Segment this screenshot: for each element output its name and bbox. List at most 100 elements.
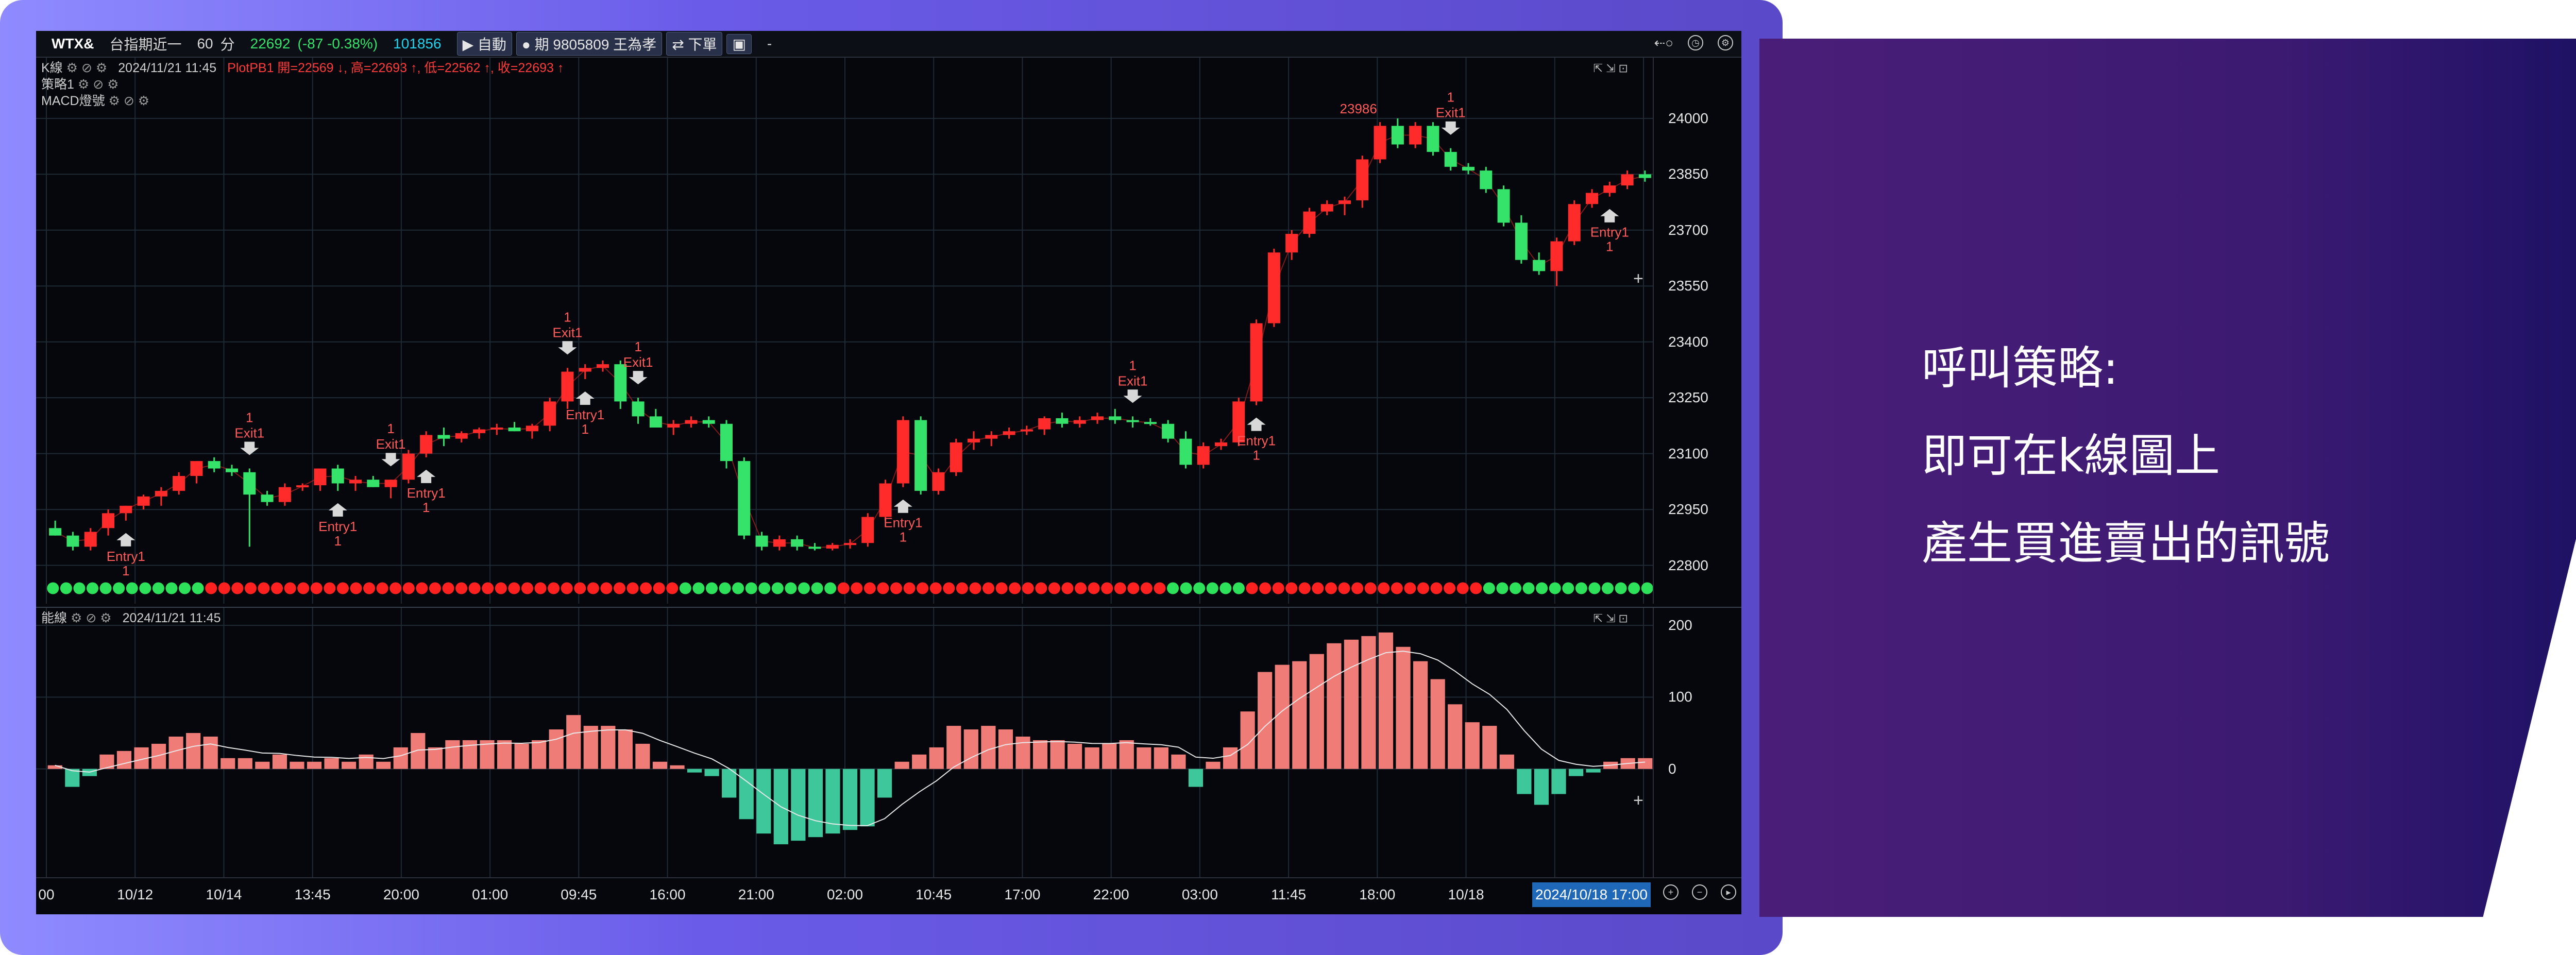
entry-arrow-icon: [328, 503, 347, 517]
time-axis: 104:0010/1818:0011:4503:0022:0017:0010:4…: [36, 877, 1741, 914]
macd-dot: [917, 582, 929, 594]
zoom-in-icon[interactable]: +: [1663, 884, 1679, 900]
macd-dot: [1615, 582, 1627, 594]
candle-body: [614, 364, 627, 402]
histogram-bar: [704, 769, 719, 776]
candle-body: [120, 505, 132, 514]
macd-dot: [336, 582, 349, 594]
time-tick: 22:00: [1093, 886, 1129, 902]
macd-dot: [1101, 582, 1113, 594]
exit-label: Exit1: [234, 425, 264, 441]
histogram-bar: [1015, 737, 1030, 769]
osc-window-icons[interactable]: ⇱ ⇲ ⊡: [1593, 612, 1628, 625]
zoom-out-icon[interactable]: −: [1692, 884, 1707, 900]
macd-dot: [1035, 582, 1047, 594]
histogram-bar: [877, 769, 892, 798]
candle-body: [1091, 416, 1104, 420]
macd-dot: [653, 582, 665, 594]
macd-dot: [851, 582, 863, 594]
chart-legend-kline: K線: [41, 61, 63, 75]
candle-body: [49, 528, 62, 536]
price-chart-pane[interactable]: Exit1 1 Entry1 1 Entry1 1 Exit1 1 Entry1 1 Exit1 1 E…: [36, 58, 1741, 604]
histogram-bar: [1032, 740, 1048, 769]
time-tick: 00: [38, 886, 55, 902]
macd-dot: [310, 582, 323, 594]
histogram-bar: [687, 769, 702, 773]
histogram-bar: [1188, 769, 1204, 787]
macd-dot: [60, 582, 72, 594]
cursor-time-tag: 2024/10/18 17:00: [1532, 882, 1651, 907]
macd-dot: [1417, 582, 1429, 594]
macd-dot: [613, 582, 625, 594]
macd-dot: [890, 582, 903, 594]
symbol-field[interactable]: WTX&: [52, 36, 94, 52]
crosshair-plus: +: [1633, 269, 1643, 288]
candle-body: [1179, 438, 1192, 465]
macd-dot: [376, 582, 388, 594]
clock-icon[interactable]: ◷: [1688, 35, 1703, 50]
entry-qty: 1: [900, 530, 907, 545]
entry-arrow-icon: [893, 499, 912, 513]
order-button[interactable]: ⇄ 下單: [666, 32, 723, 56]
macd-dot: [929, 582, 942, 594]
candle-body: [755, 535, 768, 547]
macd-dot: [1496, 582, 1509, 594]
candle-body: [420, 435, 433, 454]
settings-icon[interactable]: ⚙: [1718, 35, 1733, 50]
exit-label: Exit1: [376, 436, 406, 452]
histogram-bar: [842, 769, 858, 830]
entry-arrow-icon: [417, 469, 436, 483]
candle-body: [808, 547, 821, 549]
candle-body: [1073, 420, 1086, 424]
macd-dot: [1364, 582, 1377, 594]
document-icon[interactable]: ▣: [726, 33, 752, 54]
histogram-bar: [1517, 769, 1532, 794]
histogram-bar: [739, 769, 754, 820]
pane-window-icons[interactable]: ⇱ ⇲ ⊡: [1593, 62, 1628, 75]
link-icon[interactable]: ⇠○: [1654, 35, 1674, 50]
macd-dot: [1444, 582, 1456, 594]
candle-body: [950, 442, 962, 472]
macd-dot: [1180, 582, 1192, 594]
candle-body: [261, 494, 274, 502]
price-tick: 24000: [1668, 110, 1708, 126]
legend-strategy: 策略1: [41, 77, 74, 92]
candle-body: [66, 535, 79, 547]
candle-body: [384, 480, 397, 487]
histogram-bar: [1102, 743, 1117, 769]
interval-value[interactable]: 60: [197, 36, 213, 52]
description-panel: [1759, 39, 2576, 917]
description-line-2: 即可在k線圖上: [1922, 429, 2220, 482]
description-text: 呼叫策略: 即可在k線圖上 產生買進賣出的訊號: [1922, 325, 2330, 587]
candle-body: [1303, 211, 1316, 234]
entry-qty: 1: [122, 563, 129, 578]
macd-dot: [903, 582, 916, 594]
osc-tick: 0: [1668, 760, 1676, 777]
macd-dot: [218, 582, 230, 594]
time-tick: 10/12: [117, 886, 154, 902]
candle-body: [702, 420, 715, 424]
price-tick: 23100: [1668, 445, 1708, 462]
candle-body: [1338, 200, 1351, 204]
macd-dot: [1075, 582, 1087, 594]
macd-dot: [679, 582, 691, 594]
time-tick: 17:00: [1004, 886, 1041, 902]
macd-dot: [1430, 582, 1443, 594]
legend-macd: MACD燈號: [41, 94, 105, 108]
macd-dot: [824, 582, 837, 594]
histogram-bar: [359, 754, 374, 769]
oscillator-pane[interactable]: + 能線 ⚙ ⊘ ⚙ 2024/11/21 11:45 ⇱ ⇲ ⊡ 200 100…: [36, 607, 1741, 878]
histogram-bar: [1586, 769, 1601, 773]
histogram-bar: [1137, 747, 1151, 769]
scroll-end-icon[interactable]: ▸: [1721, 884, 1736, 900]
auto-button[interactable]: ▶ 自動: [456, 32, 512, 56]
candle-body: [1267, 252, 1280, 323]
price-tick: 22950: [1668, 501, 1708, 518]
macd-dot: [455, 582, 468, 594]
account-selector[interactable]: ● 期 9805809 王為孝: [516, 32, 663, 56]
macd-dot: [258, 582, 270, 594]
candle-body: [1285, 234, 1298, 253]
